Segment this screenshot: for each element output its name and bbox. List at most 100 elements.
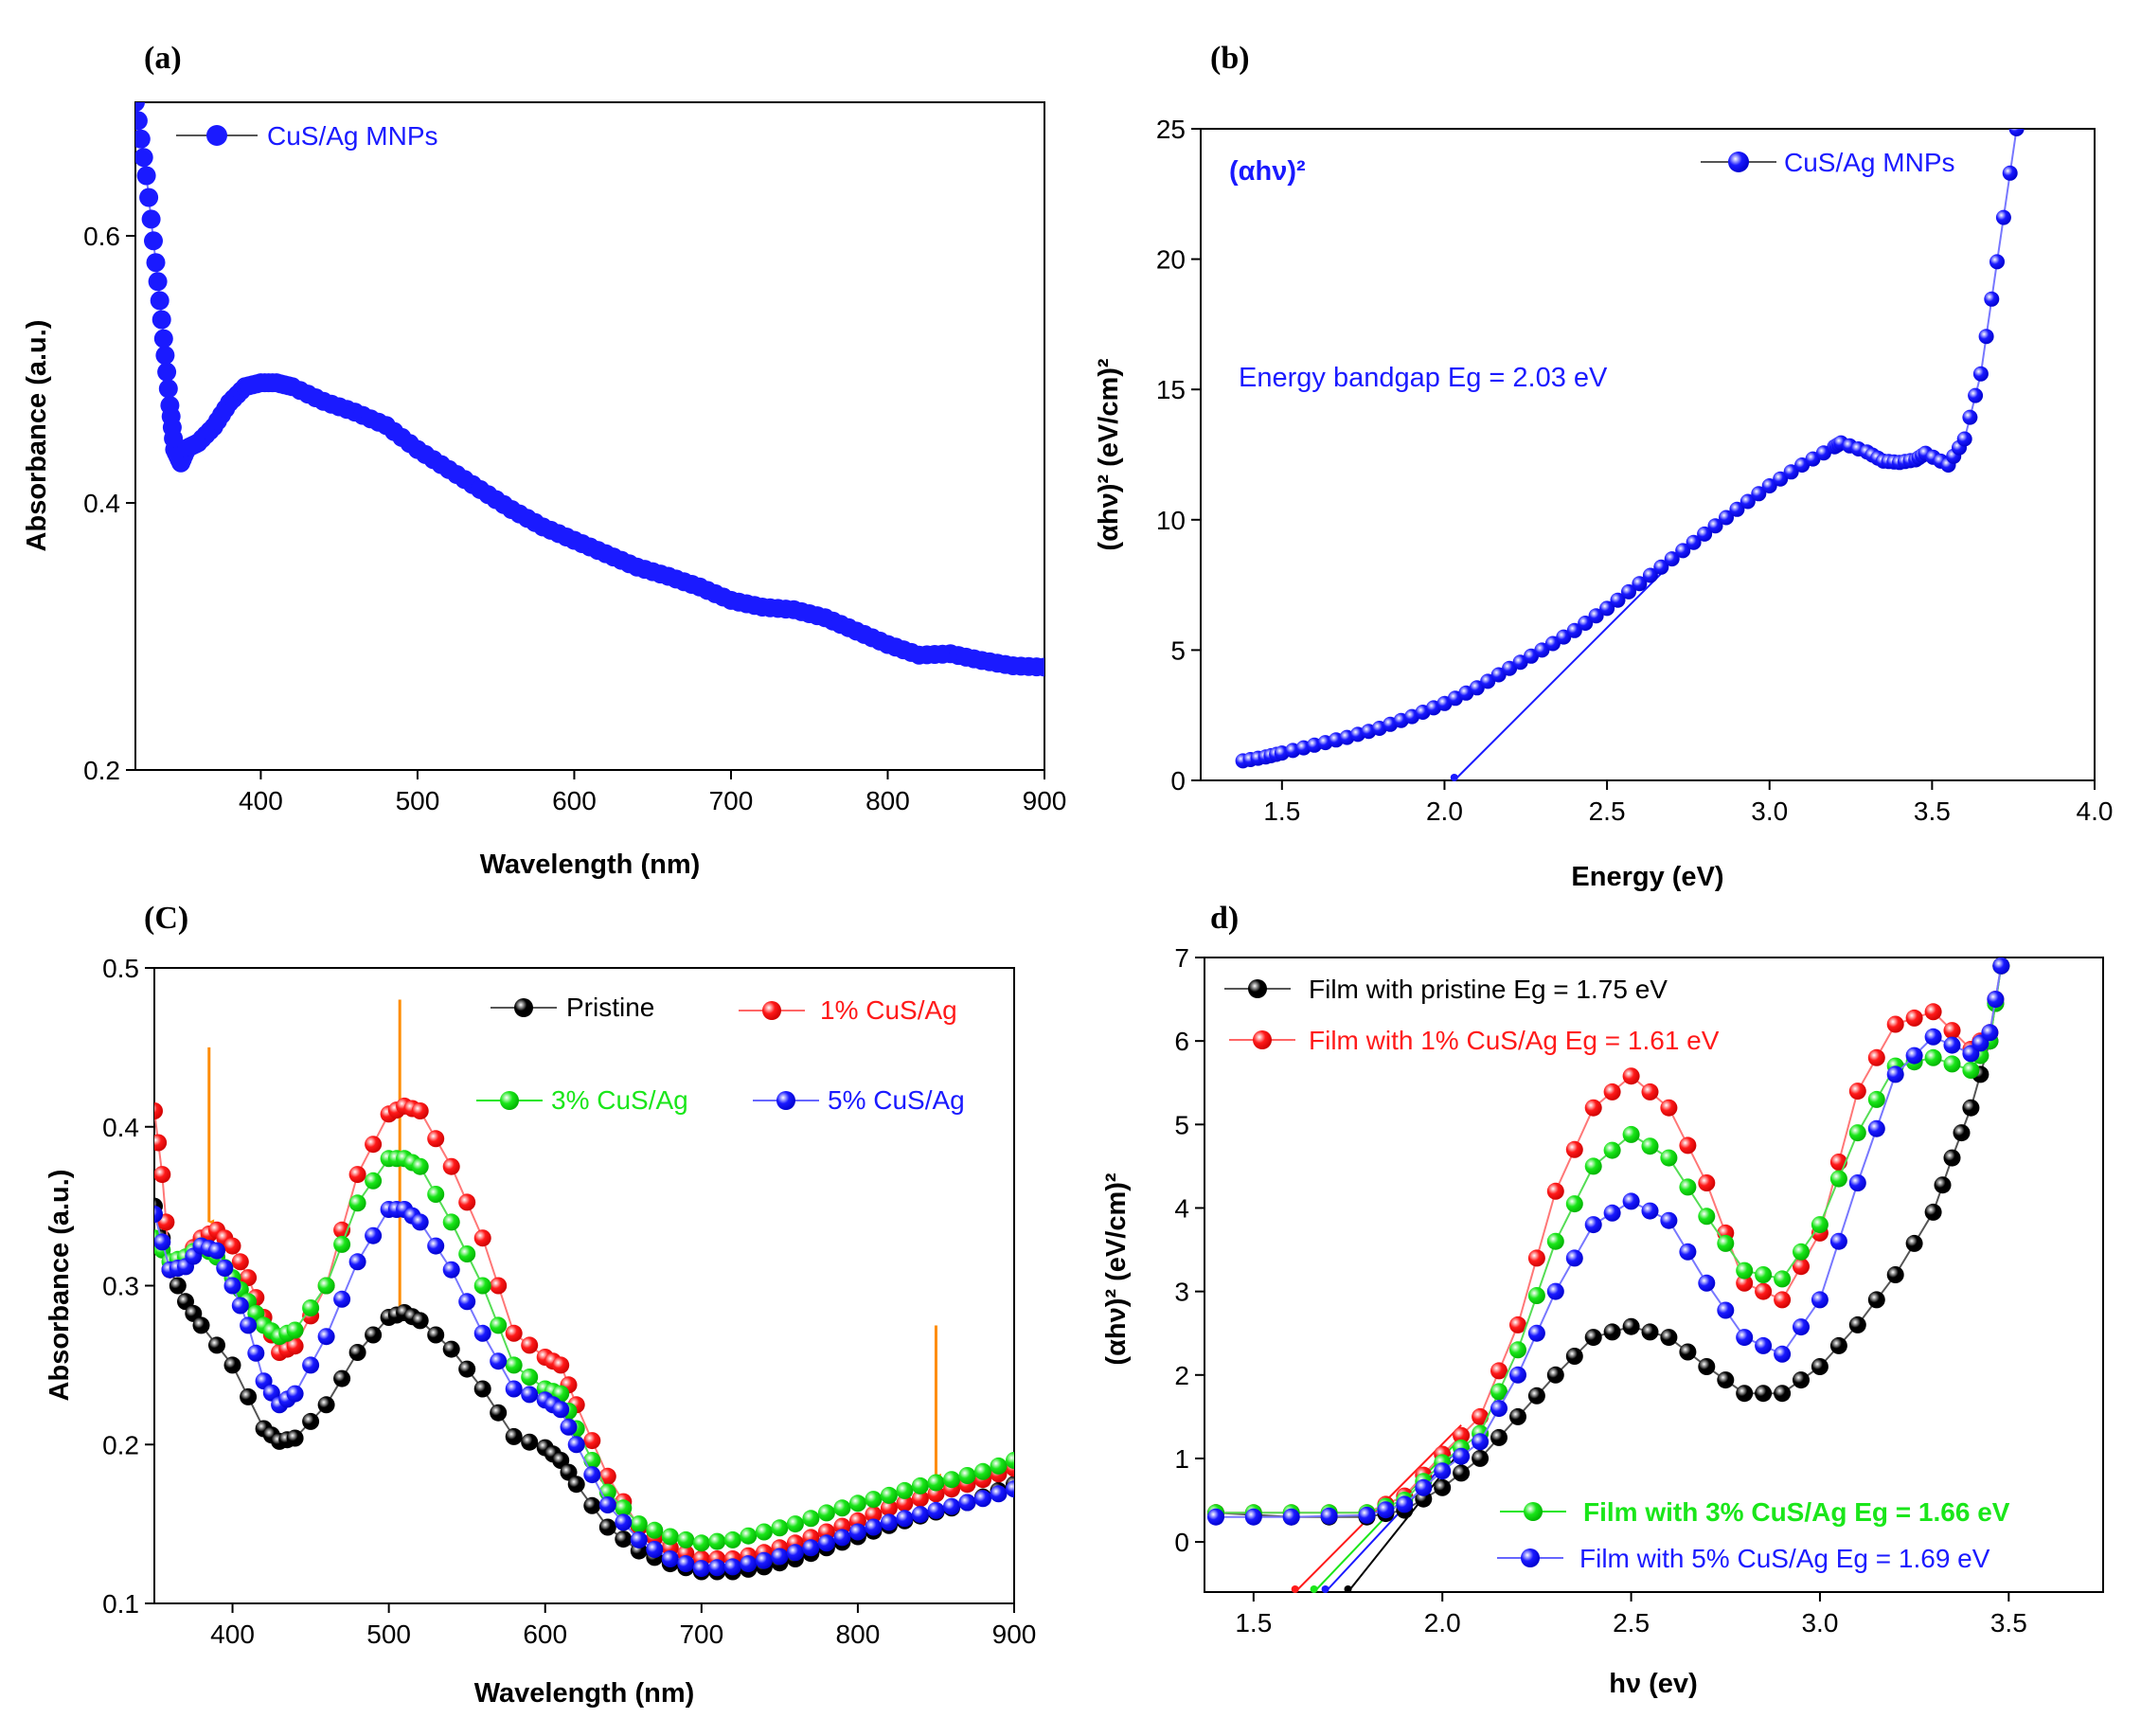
data-point — [442, 1340, 460, 1358]
data-point — [630, 1530, 648, 1548]
data-point — [521, 1386, 539, 1404]
panel-a-ticks: 400 500 600 700 800 900 0.2 0.4 0.6 — [83, 222, 1066, 815]
data-point — [1603, 1083, 1621, 1101]
data-point — [1610, 592, 1626, 608]
data-point — [1829, 1170, 1847, 1188]
data-point — [157, 362, 177, 382]
data-point — [1434, 1462, 1452, 1480]
legend-label: 3% CuS/Ag — [551, 1085, 688, 1115]
data-point — [365, 1136, 383, 1154]
data-point — [990, 1457, 1008, 1475]
legend-label: Film with 3% CuS/Ag Eg = 1.66 eV — [1583, 1497, 2010, 1527]
data-point — [2002, 165, 2018, 181]
data-point — [223, 1237, 241, 1255]
data-point — [1632, 576, 1648, 592]
panel-b-xlabel: Energy (eV) — [1571, 862, 1723, 892]
data-point — [2008, 129, 2025, 136]
data-point — [974, 1490, 991, 1508]
data-point — [317, 1277, 335, 1295]
data-point — [442, 1261, 460, 1279]
data-point — [1603, 1204, 1621, 1222]
data-point — [896, 1510, 914, 1528]
data-point — [1622, 1125, 1640, 1143]
data-point — [192, 1316, 210, 1334]
data-point — [1675, 543, 1691, 559]
data-point — [848, 1523, 866, 1541]
data-point — [1599, 600, 1615, 617]
data-point — [1578, 616, 1594, 631]
data-point — [927, 1474, 945, 1492]
data-point — [154, 1166, 171, 1184]
data-point — [1943, 1055, 1961, 1073]
data-point — [1472, 1407, 1490, 1425]
data-point — [1783, 464, 1799, 480]
data-point — [1653, 559, 1669, 575]
data-point — [1566, 622, 1582, 638]
data-point — [1761, 478, 1777, 493]
data-point — [473, 1277, 491, 1295]
data-point — [1472, 1433, 1490, 1451]
data-point — [1962, 409, 1978, 425]
legend-label: CuS/Ag MNPs — [1784, 148, 1955, 177]
data-point — [1707, 518, 1723, 534]
x-tick-label: 3.0 — [1751, 796, 1788, 826]
data-point — [1867, 1048, 1885, 1066]
legend-marker — [1521, 1548, 1540, 1567]
panel-a-legend: CuS/Ag MNPs — [176, 121, 438, 151]
data-point — [1527, 1387, 1545, 1405]
data-point — [1660, 1329, 1678, 1347]
data-point — [223, 1277, 241, 1295]
data-point — [865, 1491, 883, 1509]
data-point — [833, 1499, 851, 1517]
data-point — [1793, 1243, 1810, 1261]
data-point — [1282, 1508, 1300, 1526]
data-point — [150, 291, 169, 311]
data-point — [833, 1529, 851, 1547]
data-point — [1905, 1234, 1923, 1252]
data-point — [880, 1513, 898, 1531]
data-point — [1943, 1036, 1961, 1054]
data-point — [411, 1312, 429, 1330]
data-point — [911, 1490, 929, 1508]
data-point — [1755, 1336, 1773, 1354]
data-point — [1679, 1178, 1697, 1196]
data-point — [1556, 629, 1572, 645]
data-point — [135, 148, 153, 168]
panel-c-xlabel: Wavelength (nm) — [474, 1678, 695, 1709]
data-point — [333, 1369, 351, 1387]
data-point — [216, 1260, 234, 1277]
data-point — [1698, 1208, 1716, 1226]
x-tick-label: 600 — [523, 1620, 567, 1649]
x-tick-label: 2.5 — [1589, 796, 1626, 826]
data-point — [755, 1551, 773, 1569]
data-point — [1848, 1083, 1866, 1101]
data-point — [1509, 1341, 1526, 1359]
data-point — [505, 1356, 523, 1374]
y-tick-label: 20 — [1156, 245, 1186, 275]
fit-line — [1454, 568, 1667, 781]
data-point — [1490, 1362, 1508, 1380]
data-point — [817, 1534, 835, 1552]
data-point — [552, 1356, 570, 1374]
x-tick-label: 400 — [239, 786, 283, 815]
data-point — [1546, 1182, 1564, 1200]
panel-b-legend: CuS/Ag MNPs — [1701, 148, 1955, 177]
y-tick-label: 25 — [1156, 115, 1186, 144]
data-point — [1978, 329, 1994, 345]
data-point — [286, 1337, 304, 1355]
panel-c-label: (C) — [144, 901, 188, 936]
panel-d-series — [1207, 957, 2010, 1526]
data-point — [552, 1401, 570, 1419]
y-tick-label: 10 — [1156, 506, 1186, 535]
data-point — [755, 1523, 773, 1541]
data-point — [154, 1102, 163, 1119]
data-point — [348, 1166, 366, 1184]
data-point — [1972, 366, 1989, 382]
panel-c: (C) 400 500 600 700 800 900 0.1 0.2 0.3 0.4 0.5 Pr… — [45, 901, 1036, 1709]
data-point — [1509, 1366, 1526, 1384]
data-point — [427, 1237, 445, 1255]
data-point — [442, 1213, 460, 1231]
data-point — [1534, 642, 1550, 658]
fit-intercept — [1344, 1585, 1352, 1593]
data-point — [348, 1253, 366, 1271]
